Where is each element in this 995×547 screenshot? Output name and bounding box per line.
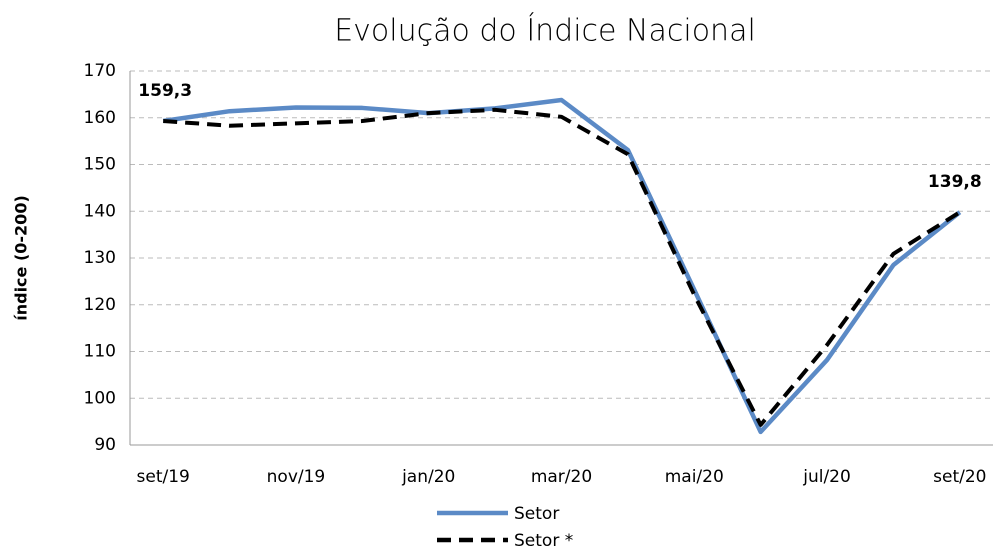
- x-tick-label: mai/20: [665, 467, 724, 487]
- y-tick-label: 160: [84, 108, 116, 128]
- y-tick-label: 140: [84, 201, 116, 221]
- series-line: [162, 97, 962, 435]
- x-tick-label: mar/20: [531, 467, 592, 487]
- x-tick-label: jul/20: [802, 467, 851, 487]
- y-axis-label: índice (0-200): [12, 195, 31, 321]
- legend-label: Setor: [514, 504, 559, 524]
- y-tick-label: 150: [84, 155, 116, 175]
- x-tick-label: nov/19: [267, 467, 326, 487]
- data-label: 159,3: [138, 81, 192, 101]
- y-tick-label: 110: [84, 342, 116, 362]
- y-tick-label: 100: [84, 388, 116, 408]
- data-label: 139,8: [928, 172, 982, 192]
- x-tick-label: set/19: [137, 467, 190, 487]
- y-tick-label: 120: [84, 295, 116, 315]
- legend-label: Setor *: [514, 531, 573, 547]
- x-tick-label: set/20: [933, 467, 986, 487]
- y-tick-label: 90: [94, 435, 116, 455]
- chart-title: Evolução do Índice Nacional: [334, 13, 756, 49]
- x-tick-label: jan/20: [401, 467, 455, 487]
- y-tick-label: 130: [84, 248, 116, 268]
- y-tick-label: 170: [84, 61, 116, 81]
- series-line: [163, 107, 961, 427]
